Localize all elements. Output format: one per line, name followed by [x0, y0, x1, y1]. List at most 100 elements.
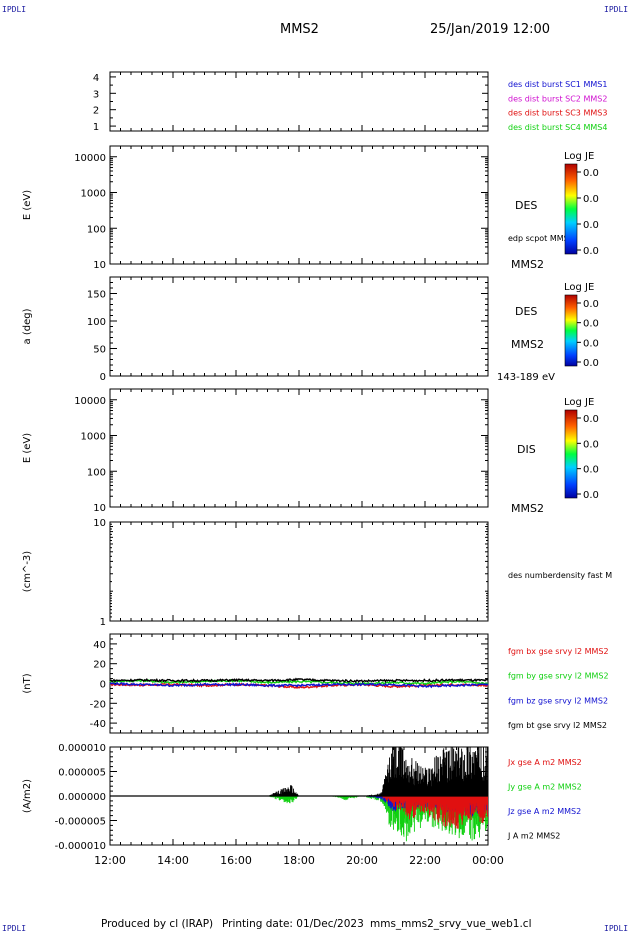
panel-frame [109, 145, 489, 265]
corner-label-top-right: IPDLI [604, 5, 629, 14]
panel-frame [109, 276, 489, 377]
current-series-group [110, 747, 488, 842]
y-tick-label: 0.000000 [58, 792, 106, 803]
y-axis-label: (nT) [22, 673, 33, 693]
x-tick-label: 14:00 [157, 854, 189, 867]
colorbar-tick-label: 0.0 [583, 246, 599, 257]
y-tick-label: -20 [90, 699, 106, 710]
spacecraft-label: MMS2 [511, 338, 544, 351]
y-tick-label: 1 [93, 122, 99, 133]
spacecraft-label: MMS2 [511, 502, 544, 515]
y-tick-label: 3 [93, 89, 99, 100]
corner-label-top-left: IPDLI [2, 5, 27, 14]
y-tick-label: -0.000005 [55, 817, 106, 828]
y-axis-label: (cm^-3) [22, 551, 33, 592]
legend-entry: des dist burst SC3 MMS3 [508, 109, 607, 118]
colorbar [564, 163, 578, 255]
legend-entry: J A m2 MMS2 [507, 832, 560, 841]
spacecraft-label: MMS2 [511, 258, 544, 271]
series-line [109, 677, 489, 684]
colorbar [564, 294, 578, 367]
x-tick-label: 12:00 [94, 854, 126, 867]
y-tick-label: 20 [93, 660, 106, 671]
annotation-label: edp scpot MMS2 [508, 234, 574, 243]
series-spikes [267, 796, 488, 842]
colorbar-tick-label: 0.0 [583, 465, 599, 476]
x-tick-label: 18:00 [283, 854, 315, 867]
legend-entry: des dist burst SC2 MMS2 [508, 94, 607, 103]
colorbar-tick-label: 0.0 [583, 338, 599, 349]
colorbar-tick-label: 0.0 [583, 439, 599, 450]
series-line [109, 681, 489, 689]
colorbar [564, 409, 578, 499]
corner-label-bottom-left: IPDLI [2, 924, 27, 933]
legend-entry: des numberdensity fast M [508, 571, 612, 580]
y-tick-label: 1000 [81, 189, 106, 200]
y-tick-label: 4 [93, 73, 99, 84]
y-tick-label: 10 [93, 518, 106, 529]
y-tick-label: -0.000010 [55, 841, 106, 852]
y-axis-label: E (eV) [22, 190, 33, 220]
energy-range-label: 143-189 eV [497, 372, 555, 383]
colorbar-tick-label: 0.0 [583, 220, 599, 231]
species-label: DIS [517, 443, 536, 456]
y-tick-label: 10000 [74, 153, 106, 164]
x-tick-label: 22:00 [409, 854, 441, 867]
datetime-title: 25/Jan/2019 12:00 [430, 22, 551, 37]
colorbar-tick-label: 0.0 [583, 490, 599, 501]
legend-entry: fgm by gse srvy l2 MMS2 [508, 672, 609, 681]
colorbar-tick-label: 0.0 [583, 168, 599, 179]
corner-label-bottom-right: IPDLI [604, 924, 629, 933]
x-tick-label: 16:00 [220, 854, 252, 867]
legend-entry: des dist burst SC4 MMS4 [508, 123, 607, 132]
y-tick-label: 2 [93, 106, 99, 117]
y-axis-label: (A/m2) [22, 779, 33, 813]
legend-entry: fgm bx gse srvy l2 MMS2 [508, 647, 609, 656]
colorbar-label: Log JE [564, 151, 594, 162]
y-tick-label: 1000 [81, 432, 106, 443]
y-tick-label: 1 [100, 617, 106, 628]
colorbar-tick-label: 0.0 [583, 358, 599, 369]
y-tick-label: 40 [93, 640, 106, 651]
y-tick-label: 100 [87, 317, 106, 328]
legend-entry: Jx gse A m2 MMS2 [507, 758, 582, 767]
series-spikes [267, 747, 488, 796]
y-tick-label: -40 [90, 719, 106, 730]
species-label: DES [515, 305, 537, 318]
legend-entry: fgm bt gse srvy l2 MMS2 [508, 721, 607, 730]
panel-frame [109, 388, 489, 508]
colorbar-tick-label: 0.0 [583, 414, 599, 425]
footer-produced-by: Produced by cl (IRAP) [101, 918, 214, 930]
y-tick-label: 0 [100, 372, 106, 383]
y-tick-label: 10 [93, 503, 106, 514]
legend-entry: Jz gse A m2 MMS2 [507, 807, 581, 816]
colorbar-tick-label: 0.0 [583, 319, 599, 330]
legend-entry: Jy gse A m2 MMS2 [507, 783, 582, 792]
y-axis-label: a (deg) [22, 308, 33, 344]
colorbar-tick-label: 0.0 [583, 194, 599, 205]
y-tick-label: 100 [87, 224, 106, 235]
footer-printing-date: Printing date: 01/Dec/2023 [222, 918, 364, 930]
y-tick-label: 150 [87, 290, 106, 301]
y-tick-label: 0 [100, 680, 106, 691]
spacecraft-title: MMS2 [280, 22, 319, 37]
legend-entry: fgm bz gse srvy l2 MMS2 [508, 696, 608, 705]
y-tick-label: 10000 [74, 396, 106, 407]
y-axis-label: E (eV) [22, 433, 33, 463]
panel-frame [109, 71, 489, 132]
colorbar-label: Log JE [564, 282, 594, 293]
series-line [110, 682, 489, 689]
colorbar-label: Log JE [564, 397, 594, 408]
y-tick-label: 100 [87, 467, 106, 478]
y-tick-label: 0.000010 [58, 743, 106, 754]
species-label: DES [515, 199, 537, 212]
colorbar-tick-label: 0.0 [583, 299, 599, 310]
legend-entry: des dist burst SC1 MMS1 [508, 80, 607, 89]
series-line [109, 678, 489, 686]
y-tick-label: 0.000005 [58, 768, 106, 779]
y-tick-label: 50 [93, 345, 106, 356]
footer-filename: mms_mms2_srvy_vue_web1.cl [370, 918, 532, 930]
x-tick-label: 20:00 [346, 854, 378, 867]
x-tick-label: 00:00 [472, 854, 504, 867]
